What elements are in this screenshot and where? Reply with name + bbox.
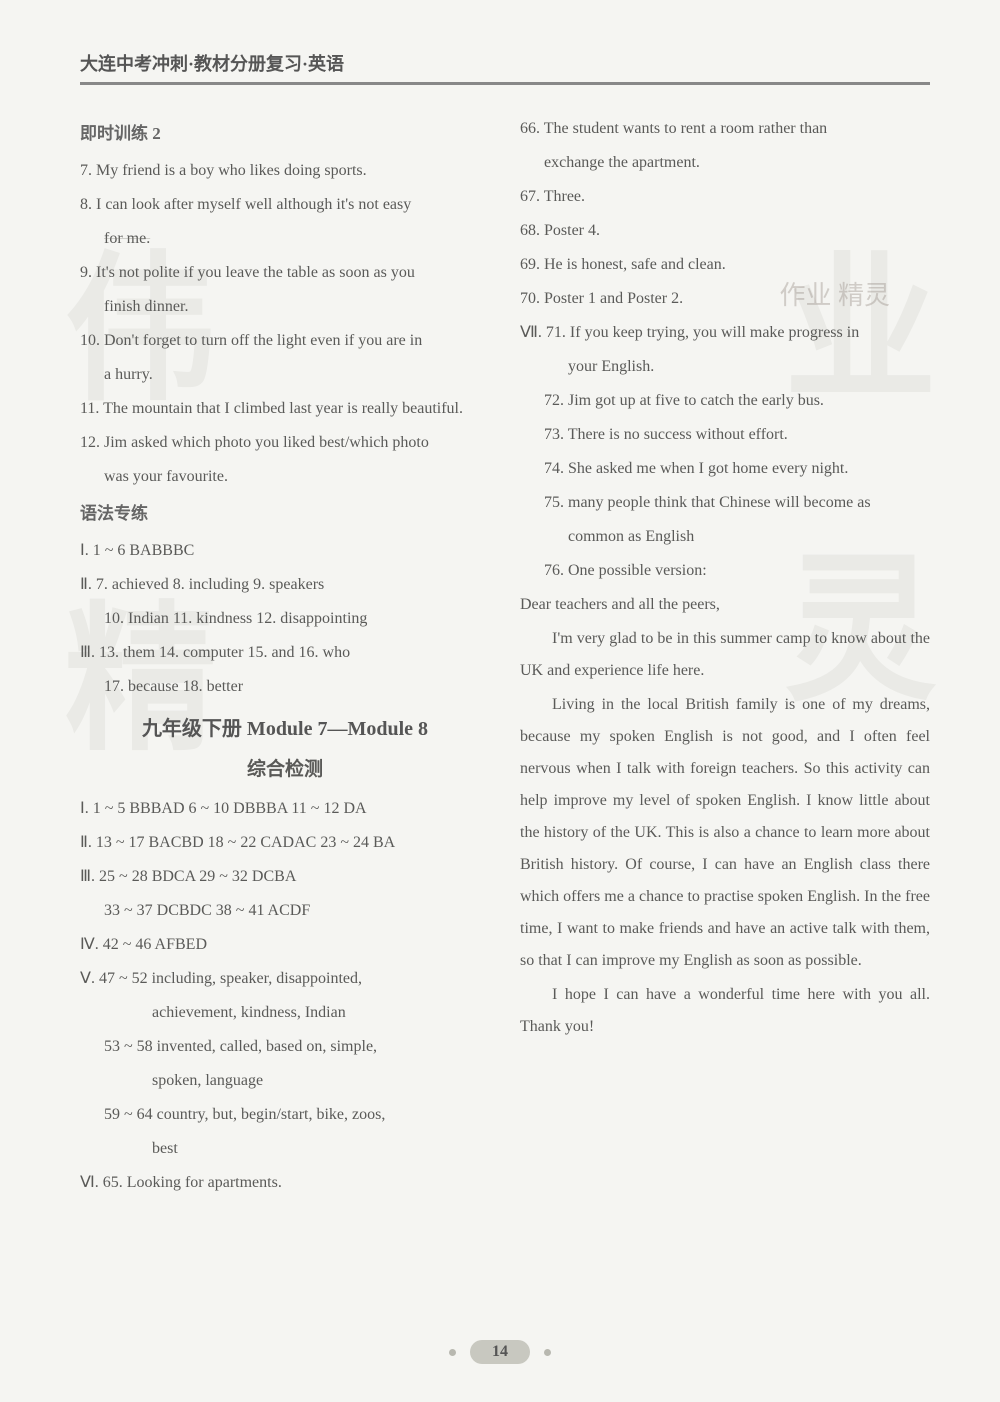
answer-line: common as English [520, 521, 930, 553]
answer-line: 10. Indian 11. kindness 12. disappointin… [80, 603, 490, 635]
answer-line: 72. Jim got up at five to catch the earl… [520, 385, 930, 417]
page-number-dot-icon [449, 1349, 456, 1356]
answer-line: finish dinner. [80, 291, 490, 323]
answer-line: Ⅱ. 13 ~ 17 BACBD 18 ~ 22 CADAC 23 ~ 24 B… [80, 827, 490, 859]
answer-line: 67. Three. [520, 181, 930, 213]
essay-paragraph: I hope I can have a wonderful time here … [520, 979, 930, 1043]
answer-line: Ⅳ. 42 ~ 46 AFBED [80, 929, 490, 961]
answer-line: was your favourite. [80, 461, 490, 493]
answer-line: Ⅰ. 1 ~ 5 BBBAD 6 ~ 10 DBBBA 11 ~ 12 DA [80, 793, 490, 825]
module-heading: 九年级下册 Module 7—Module 8 [80, 709, 490, 749]
left-column: 即时训练 2 7. My friend is a boy who likes d… [80, 113, 490, 1201]
essay-paragraph: Living in the local British family is on… [520, 689, 930, 977]
two-column-layout: 即时训练 2 7. My friend is a boy who likes d… [80, 113, 930, 1201]
answer-line: 11. The mountain that I climbed last yea… [80, 393, 490, 425]
answer-line: 68. Poster 4. [520, 215, 930, 247]
answer-line: Ⅵ. 65. Looking for apartments. [80, 1167, 490, 1199]
answer-line: 66. The student wants to rent a room rat… [520, 113, 930, 145]
answer-line: 75. many people think that Chinese will … [520, 487, 930, 519]
answer-line: 70. Poster 1 and Poster 2. [520, 283, 930, 315]
page-number-dot-icon [544, 1349, 551, 1356]
page-number: 14 [470, 1340, 530, 1364]
answer-line: Ⅱ. 7. achieved 8. including 9. speakers [80, 569, 490, 601]
essay-greeting: Dear teachers and all the peers, [520, 589, 930, 621]
answer-line: 73. There is no success without effort. [520, 419, 930, 451]
answer-line: 8. I can look after myself well although… [80, 189, 490, 221]
answer-line: Ⅶ. 71. If you keep trying, you will make… [520, 317, 930, 349]
answer-line: Ⅰ. 1 ~ 6 BABBBC [80, 535, 490, 567]
answer-line: 53 ~ 58 invented, called, based on, simp… [80, 1031, 490, 1063]
answer-line: achievement, kindness, Indian [80, 997, 490, 1029]
answer-line: 33 ~ 37 DCBDC 38 ~ 41 ACDF [80, 895, 490, 927]
answer-line: 12. Jim asked which photo you liked best… [80, 427, 490, 459]
section-heading: 语法专练 [80, 497, 490, 531]
answer-line: Ⅲ. 13. them 14. computer 15. and 16. who [80, 637, 490, 669]
answer-line: 69. He is honest, safe and clean. [520, 249, 930, 281]
answer-line: your English. [520, 351, 930, 383]
answer-line: for me. [80, 223, 490, 255]
answer-line: Ⅲ. 25 ~ 28 BDCA 29 ~ 32 DCBA [80, 861, 490, 893]
answer-line: 9. It's not polite if you leave the tabl… [80, 257, 490, 289]
answer-line: spoken, language [80, 1065, 490, 1097]
answer-line: 74. She asked me when I got home every n… [520, 453, 930, 485]
answer-line: 76. One possible version: [520, 555, 930, 587]
answer-line: 7. My friend is a boy who likes doing sp… [80, 155, 490, 187]
answer-line: Ⅴ. 47 ~ 52 including, speaker, disappoin… [80, 963, 490, 995]
module-subheading: 综合检测 [80, 751, 490, 789]
answer-line: best [80, 1133, 490, 1165]
answer-line: exchange the apartment. [520, 147, 930, 179]
section-heading: 即时训练 2 [80, 117, 490, 151]
page-header: 大连中考冲刺·教材分册复习·英语 [80, 50, 930, 85]
answer-line: 59 ~ 64 country, but, begin/start, bike,… [80, 1099, 490, 1131]
answer-line: 10. Don't forget to turn off the light e… [80, 325, 490, 357]
page-container: 大连中考冲刺·教材分册复习·英语 即时训练 2 7. My friend is … [0, 0, 1000, 1251]
page-number-container: 14 [449, 1340, 551, 1364]
answer-line: 17. because 18. better [80, 671, 490, 703]
book-title: 大连中考冲刺·教材分册复习·英语 [80, 50, 930, 76]
answer-line: a hurry. [80, 359, 490, 391]
essay-paragraph: I'm very glad to be in this summer camp … [520, 623, 930, 687]
right-column: 66. The student wants to rent a room rat… [520, 113, 930, 1201]
